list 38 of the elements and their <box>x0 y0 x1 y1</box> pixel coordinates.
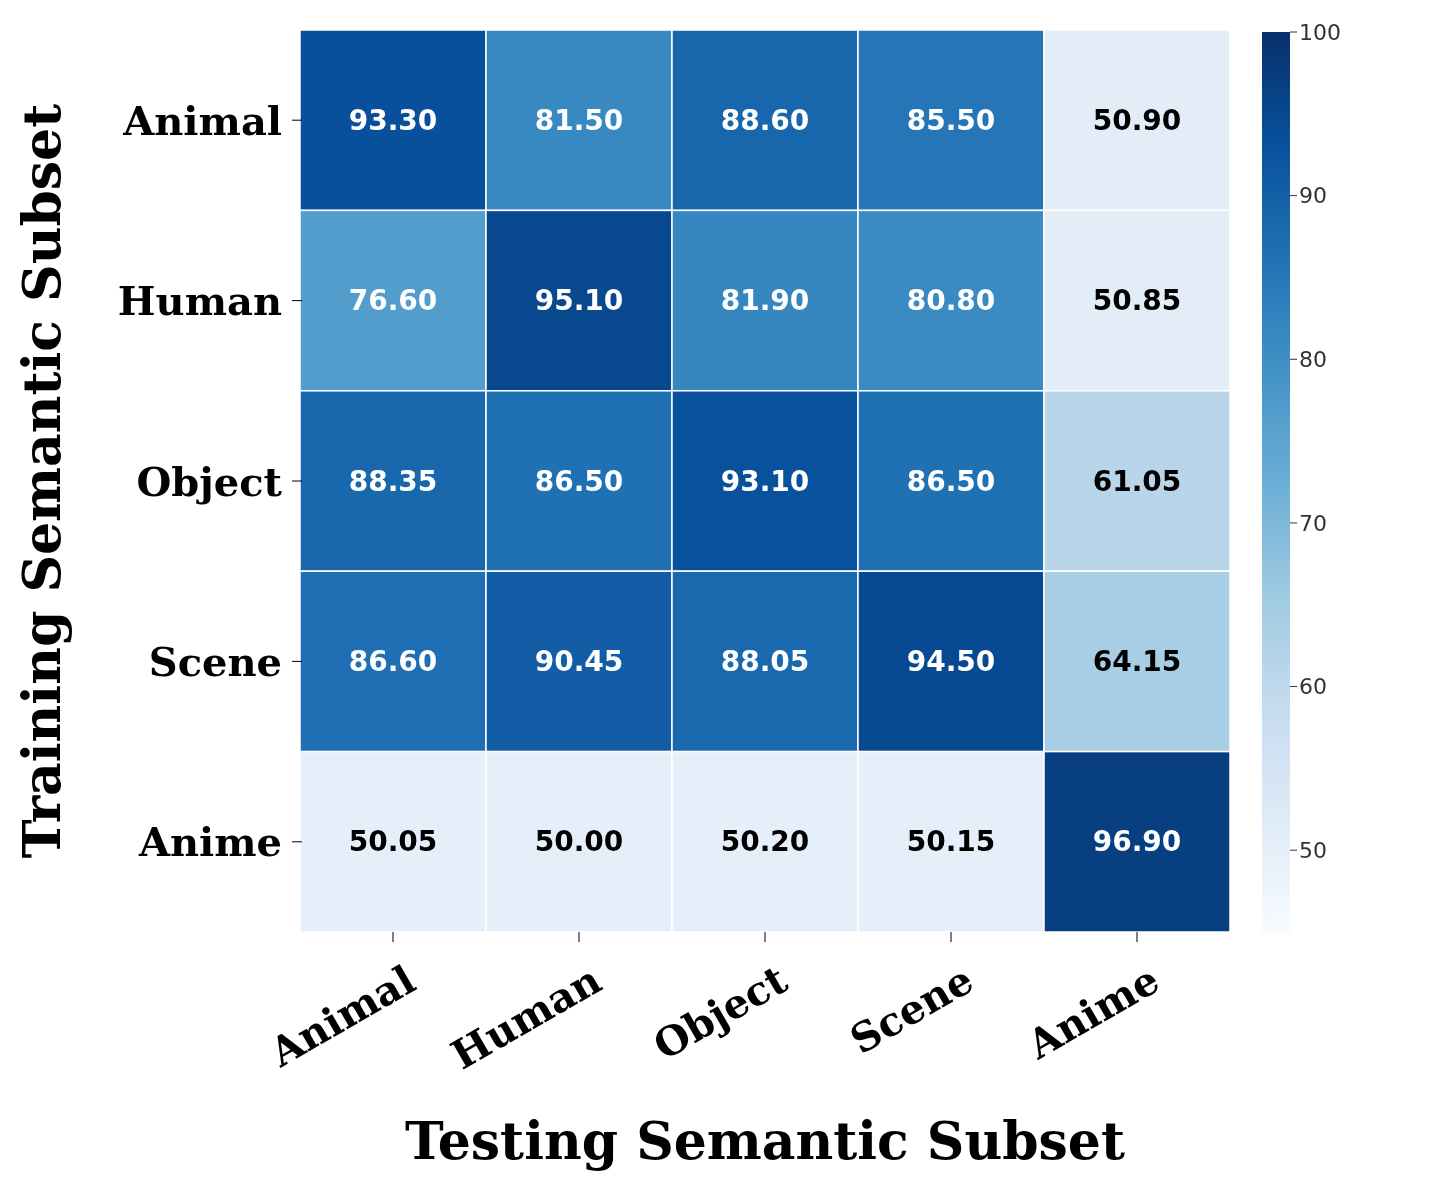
y-tick-label: Scene <box>148 637 282 685</box>
data-label: 88.05 <box>720 644 810 678</box>
color-bar-label: 70 <box>1299 510 1327 536</box>
data-label: 81.50 <box>534 103 624 137</box>
data-label: 94.50 <box>906 644 996 678</box>
data-label: 50.05 <box>348 825 438 859</box>
color-bar-label: 90 <box>1299 183 1327 209</box>
data-label: 50.85 <box>1092 284 1182 318</box>
data-label: 96.90 <box>1092 825 1182 859</box>
x-axis-title: Testing Semantic Subset <box>405 1110 1125 1171</box>
data-label: 61.05 <box>1092 464 1182 498</box>
color-bar-label: 60 <box>1299 674 1327 700</box>
color-bar-label: 50 <box>1299 837 1327 863</box>
data-label: 88.60 <box>720 103 810 137</box>
color-bar-label: 80 <box>1299 347 1327 373</box>
y-tick-label: Human <box>117 277 282 325</box>
data-label: 64.15 <box>1092 644 1182 678</box>
y-axis-title: Training Semantic Subset <box>11 103 73 859</box>
y-tick-label: Object <box>136 457 283 505</box>
data-label: 81.90 <box>720 284 810 318</box>
y-tick-label: Animal <box>122 96 282 144</box>
y-tick-label: Anime <box>137 818 282 866</box>
color-bar-label: 100 <box>1299 19 1341 45</box>
data-label: 50.20 <box>720 825 810 859</box>
data-label: 86.60 <box>348 644 438 678</box>
data-label: 90.45 <box>534 644 624 678</box>
data-label: 95.10 <box>534 284 624 318</box>
data-label: 88.35 <box>348 464 438 498</box>
data-label: 86.50 <box>906 464 996 498</box>
data-label: 50.00 <box>534 825 624 859</box>
data-label: 93.10 <box>720 464 810 498</box>
data-label: 80.80 <box>906 284 996 318</box>
data-label: 50.15 <box>906 825 996 859</box>
data-label: 85.50 <box>906 103 996 137</box>
data-label: 86.50 <box>534 464 624 498</box>
data-label: 50.90 <box>1092 103 1182 137</box>
data-label: 93.30 <box>348 103 438 137</box>
data-label: 76.60 <box>348 284 438 318</box>
